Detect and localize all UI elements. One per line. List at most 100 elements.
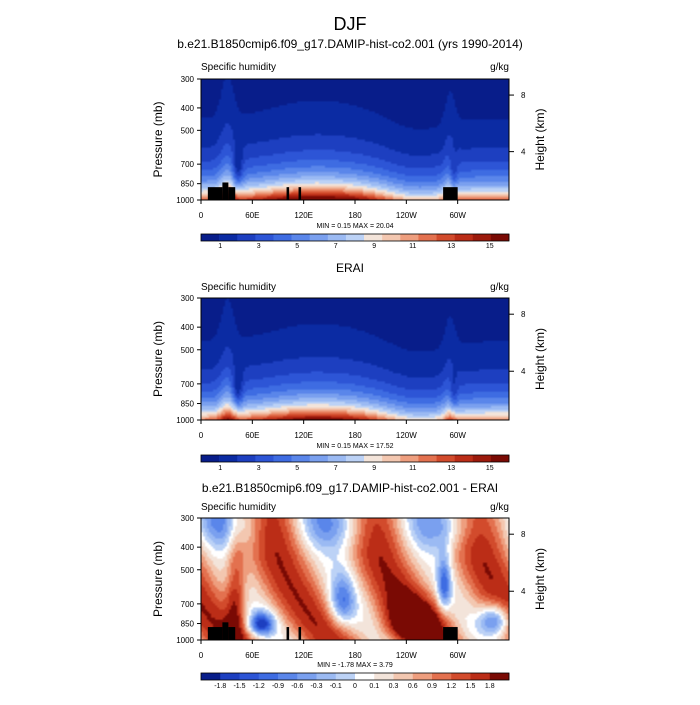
y-tick-label: 850: [181, 620, 195, 629]
panels: b.e21.B1850cmip6.f09_g17.DAMIP-hist-co2.…: [151, 37, 547, 690]
x-tick-label: 60W: [449, 211, 466, 220]
colorbar-swatch: [382, 455, 401, 462]
colorbar-label: -1.5: [233, 683, 245, 690]
colorbar-label: 7: [334, 465, 338, 472]
variable-label: Specific humidity: [201, 282, 276, 293]
colorbar-label: 1: [218, 243, 222, 250]
colorbar-label: 11: [409, 465, 416, 472]
colorbar-swatch: [374, 673, 394, 680]
x-tick-label: 60W: [449, 431, 466, 440]
colorbar-label: 1: [218, 465, 222, 472]
contour-field: [201, 518, 509, 640]
colorbar-swatch: [273, 455, 292, 462]
colorbar-frame: [200, 233, 510, 242]
colorbar-swatch: [278, 673, 298, 680]
x-tick-label: 120W: [396, 431, 417, 440]
topography-mask: [222, 182, 229, 200]
colorbar-swatch: [490, 234, 510, 241]
colorbar-swatch: [454, 455, 474, 462]
colorbar-swatch: [309, 234, 329, 241]
y-tick-label: 500: [181, 346, 195, 355]
y-tick-label: 500: [181, 566, 195, 575]
y2-tick-label: 4: [521, 367, 526, 376]
colorbar-swatch: [382, 234, 401, 241]
colorbar-swatch: [393, 673, 414, 680]
y-tick-label: 400: [181, 323, 195, 332]
colorbar-label: -0.9: [272, 683, 284, 690]
colorbar-swatch: [239, 673, 260, 680]
colorbar-label: 15: [486, 243, 494, 250]
topography-mask: [298, 627, 302, 640]
colorbar-frame: [200, 672, 510, 681]
y-tick-label: 700: [181, 600, 195, 609]
colorbar-label: 0.9: [427, 683, 437, 690]
colorbar-label: 9: [372, 243, 376, 250]
y-tick-label: 1000: [176, 636, 194, 645]
x-tick-label: 120E: [294, 211, 313, 220]
x-tick-label: 60E: [245, 651, 259, 660]
panel-1: b.e21.B1850cmip6.f09_g17.DAMIP-hist-co2.…: [151, 37, 547, 250]
colorbar-swatch: [436, 455, 455, 462]
x-tick-label: 180: [348, 651, 362, 660]
colorbar-swatch: [436, 234, 455, 241]
units-label: g/kg: [490, 502, 509, 513]
y-axis-label: Pressure (mb): [151, 321, 165, 397]
topography-mask: [222, 622, 229, 640]
colorbar-swatch: [412, 673, 433, 680]
colorbar-swatch: [237, 234, 256, 241]
y-tick-label: 850: [181, 400, 195, 409]
y-axis-label: Pressure (mb): [151, 101, 165, 177]
colorbar-swatch: [451, 673, 471, 680]
colorbar-swatch: [327, 234, 347, 241]
x-tick-label: 60W: [449, 651, 466, 660]
topography-mask: [207, 627, 223, 640]
y-tick-label: 500: [181, 126, 195, 135]
panel-title: ERAI: [336, 261, 364, 275]
topography-mask: [298, 187, 302, 200]
panel-title: b.e21.B1850cmip6.f09_g17.DAMIP-hist-co2.…: [202, 481, 498, 495]
colorbar-label: -0.6: [291, 683, 303, 690]
x-tick-label: 120E: [294, 431, 313, 440]
colorbar-label: 1.2: [446, 683, 456, 690]
colorbar-label: 13: [447, 465, 455, 472]
colorbar-label: 3: [257, 465, 261, 472]
colorbar-swatch: [309, 455, 329, 462]
panel-3: b.e21.B1850cmip6.f09_g17.DAMIP-hist-co2.…: [151, 481, 547, 690]
min-max-stats: MIN = -1.78 MAX = 3.79: [317, 662, 393, 669]
figure-title: DJF: [334, 14, 367, 34]
variable-label: Specific humidity: [201, 502, 276, 513]
colorbar-swatch: [400, 455, 419, 462]
colorbar-label: 15: [486, 465, 494, 472]
x-tick-label: 120W: [396, 651, 417, 660]
units-label: g/kg: [490, 62, 509, 73]
y-tick-label: 1000: [176, 196, 194, 205]
colorbar-swatch: [255, 234, 274, 241]
colorbar-label: 3: [257, 243, 261, 250]
colorbar-swatch: [490, 455, 510, 462]
colorbar-label: 1.8: [485, 683, 495, 690]
y-tick-label: 1000: [176, 416, 194, 425]
x-tick-label: 60E: [245, 211, 259, 220]
y2-tick-label: 8: [521, 530, 526, 539]
topography-mask: [286, 627, 290, 640]
colorbar-swatch: [432, 673, 452, 680]
colorbar-swatch: [220, 673, 240, 680]
y-axis-label: Pressure (mb): [151, 541, 165, 617]
y-tick-label: 700: [181, 160, 195, 169]
y2-tick-label: 8: [521, 91, 526, 100]
units-label: g/kg: [490, 282, 509, 293]
topography-mask: [443, 627, 458, 640]
colorbar-swatch: [237, 455, 256, 462]
y-tick-label: 700: [181, 380, 195, 389]
colorbar-swatch: [255, 455, 274, 462]
y2-tick-label: 4: [521, 587, 526, 596]
colorbar-swatch: [345, 455, 365, 462]
colorbar-label: 9: [372, 465, 376, 472]
colorbar-swatch: [355, 673, 375, 680]
colorbar-swatch: [273, 234, 292, 241]
colorbar-label: -1.8: [214, 683, 226, 690]
y2-axis-label: Height (km): [533, 328, 547, 390]
contour-field: [201, 79, 509, 200]
topography-mask: [228, 627, 236, 640]
